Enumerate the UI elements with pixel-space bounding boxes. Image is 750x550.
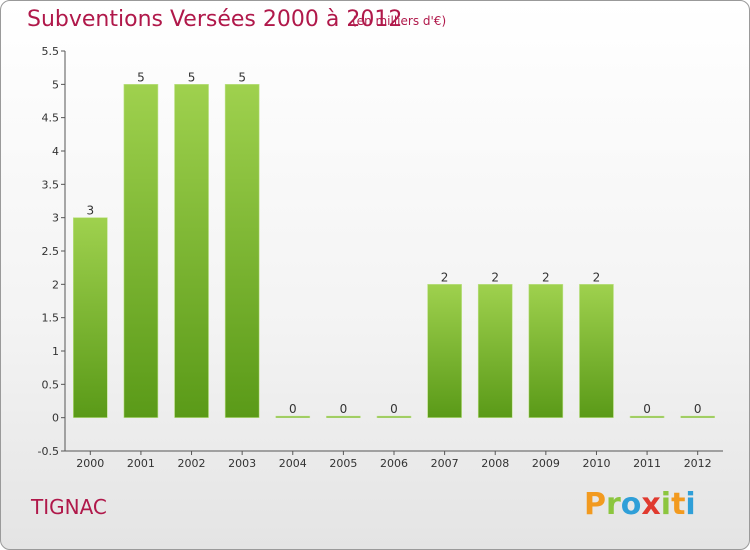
- chart-title: Subventions Versées 2000 à 2012: [27, 7, 403, 32]
- logo-letter: o: [620, 487, 642, 522]
- logo-letter: t: [671, 487, 686, 522]
- x-tick-label-2005: 2005: [329, 457, 357, 470]
- value-label-2002: 5: [188, 70, 196, 84]
- bar-2011: [629, 415, 665, 418]
- x-tick-label-2008: 2008: [481, 457, 509, 470]
- y-tick-label: 1: [52, 345, 59, 358]
- chart-subtitle: (en milliers d'€): [352, 14, 447, 28]
- x-tick-label-2000: 2000: [76, 457, 104, 470]
- value-label-2007: 2: [441, 270, 449, 284]
- bar-2005: [326, 415, 361, 418]
- bar-2010: [579, 284, 614, 418]
- y-tick-label: 0: [52, 412, 59, 425]
- x-tick-label-2011: 2011: [633, 457, 661, 470]
- x-tick-label-2009: 2009: [532, 457, 560, 470]
- x-tick-label-2006: 2006: [380, 457, 408, 470]
- bar-2006: [376, 415, 412, 418]
- bar-2000: [73, 217, 108, 418]
- bar-2012: [680, 415, 715, 418]
- y-tick-label: 2.5: [42, 245, 60, 258]
- x-tick-label-2002: 2002: [178, 457, 206, 470]
- x-tick-label-2001: 2001: [127, 457, 155, 470]
- x-tick-label-2007: 2007: [431, 457, 459, 470]
- y-tick-label: 1.5: [42, 312, 60, 325]
- value-label-2004: 0: [289, 402, 297, 416]
- y-tick-label: 5.5: [42, 45, 60, 58]
- logo-letter: r: [606, 487, 621, 522]
- logo-letter: P: [584, 487, 606, 522]
- value-label-2005: 0: [340, 402, 348, 416]
- value-label-2000: 3: [86, 204, 94, 218]
- logo-letter: i: [660, 487, 672, 522]
- bar-2001: [123, 84, 159, 418]
- y-tick-label: 5: [52, 78, 59, 91]
- y-tick-label: 3: [52, 212, 59, 225]
- x-tick-label-2012: 2012: [684, 457, 712, 470]
- y-tick-label: 4: [52, 145, 59, 158]
- value-label-2011: 0: [643, 402, 651, 416]
- proxiti-logo[interactable]: Proxiti: [584, 487, 696, 522]
- y-tick-label: 2: [52, 278, 59, 291]
- logo-letter: i: [685, 487, 696, 522]
- bar-2007: [427, 284, 462, 418]
- y-tick-label: 4.5: [42, 112, 60, 125]
- value-label-2009: 2: [542, 270, 550, 284]
- value-label-2003: 5: [238, 70, 246, 84]
- value-label-2006: 0: [390, 402, 398, 416]
- value-label-2012: 0: [694, 402, 702, 416]
- commune-name: TIGNAC: [31, 495, 107, 519]
- y-tick-label: 0.5: [42, 378, 60, 391]
- bar-2002: [174, 84, 209, 418]
- value-label-2008: 2: [491, 270, 499, 284]
- x-tick-label-2003: 2003: [228, 457, 256, 470]
- y-tick-label: -0.5: [38, 445, 59, 458]
- x-tick-label-2010: 2010: [582, 457, 610, 470]
- x-tick-label-2004: 2004: [279, 457, 307, 470]
- logo-letter: x: [641, 487, 661, 522]
- bar-2004: [275, 415, 311, 418]
- y-tick-label: 3.5: [42, 178, 60, 191]
- bar-2008: [477, 284, 513, 418]
- value-label-2010: 2: [593, 270, 601, 284]
- bar-2009: [528, 284, 564, 418]
- value-label-2001: 5: [137, 70, 145, 84]
- bar-2003: [224, 84, 260, 418]
